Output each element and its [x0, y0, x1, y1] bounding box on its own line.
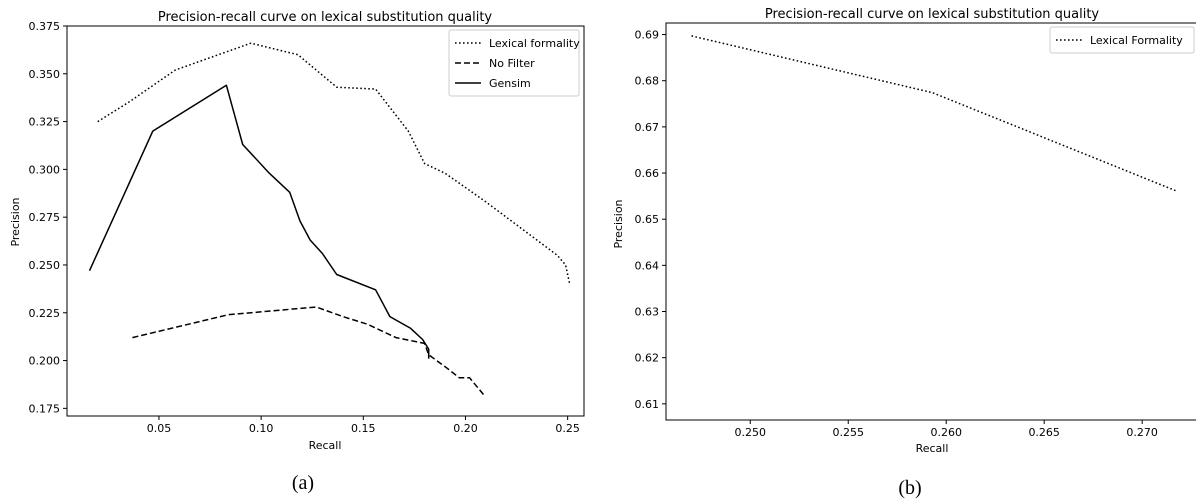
chart-a-xlabel: Recall — [309, 439, 342, 452]
chart-b-xlabel: Recall — [916, 442, 949, 455]
chart-b-frame — [665, 22, 1196, 421]
chart-a-ytick-label: 0.225 — [29, 307, 61, 320]
chart-panel-a: Precision-recall curve on lexical substi… — [9, 10, 585, 494]
chart-b-title: Precision-recall curve on lexical substi… — [765, 7, 1100, 22]
chart-a-ytick-label: 0.350 — [29, 68, 61, 81]
chart-b-lines — [691, 35, 1176, 192]
chart-b-ytick-label: 0.67 — [635, 121, 660, 134]
chart-b-xtick-label: 0.260 — [930, 426, 962, 439]
chart-a-ytick-label: 0.300 — [29, 163, 61, 176]
chart-a-legend-box — [448, 29, 580, 97]
chart-b-xtick-label: 0.270 — [1126, 426, 1158, 439]
chart-b-series-0-line — [691, 35, 1176, 192]
chart-b-ytick-label: 0.64 — [635, 259, 660, 272]
chart-b-ytick-label: 0.62 — [635, 352, 660, 365]
chart-a-xtick-label: 0.05 — [147, 422, 172, 435]
chart-b-ytick-label: 0.63 — [635, 306, 660, 319]
chart-a-ylabel: Precision — [9, 197, 22, 246]
chart-b-ytick-label: 0.68 — [635, 75, 660, 88]
chart-a-xtick-label: 0.10 — [249, 422, 274, 435]
chart-a-ytick-label: 0.250 — [29, 259, 61, 272]
chart-a-title: Precision-recall curve on lexical substi… — [158, 10, 493, 25]
chart-a-ticks: 0.05 0.10 0.15 0.20 0.25 0.175 0.200 0.225 0.250… — [29, 20, 580, 435]
chart-b-ytick-label: 0.69 — [635, 29, 660, 42]
chart-a-ytick-label: 0.175 — [29, 402, 61, 415]
chart-a-xtick-label: 0.15 — [351, 422, 376, 435]
chart-b-ytick-label: 0.66 — [635, 167, 660, 180]
chart-a-legend-label: Lexical formality — [489, 37, 580, 50]
chart-b-legend-box — [1049, 26, 1195, 54]
chart-a-lines — [88, 42, 571, 396]
chart-b-xtick-label: 0.250 — [735, 426, 767, 439]
chart-a-legend-label: No Filter — [489, 57, 535, 70]
chart-a-ytick-label: 0.275 — [29, 211, 61, 224]
chart-a-ytick-label: 0.200 — [29, 355, 61, 368]
chart-b-xtick-label: 0.255 — [832, 426, 864, 439]
chart-b-legend: Lexical Formality — [1049, 26, 1195, 54]
chart-b-ticks: 0.250 0.255 0.260 0.265 0.270 0.61 0.62 0.63 0.6… — [635, 29, 1158, 439]
chart-b-xtick-label: 0.265 — [1028, 426, 1060, 439]
chart-a-series-2-line — [88, 84, 430, 359]
chart-panel-b: Precision-recall curve on lexical substi… — [612, 7, 1196, 499]
caption-a: (a) — [292, 472, 314, 494]
caption-b: (b) — [898, 477, 921, 499]
chart-a-ytick-label: 0.375 — [29, 20, 61, 33]
chart-b-ylabel: Precision — [612, 199, 625, 248]
chart-a-series-0-line — [97, 42, 571, 285]
chart-b-ytick-label: 0.61 — [635, 398, 660, 411]
chart-a-xtick-label: 0.20 — [453, 422, 478, 435]
chart-a-xtick-label: 0.25 — [555, 422, 580, 435]
chart-a-legend: Lexical formality No Filter Gensim — [448, 29, 580, 97]
chart-a-ytick-label: 0.325 — [29, 116, 61, 129]
chart-a-frame — [66, 25, 585, 417]
chart-a-series-1-line — [132, 306, 485, 396]
chart-b-ytick-label: 0.65 — [635, 213, 660, 226]
chart-b-legend-label: Lexical Formality — [1090, 34, 1183, 47]
chart-a-legend-label: Gensim — [489, 77, 531, 90]
